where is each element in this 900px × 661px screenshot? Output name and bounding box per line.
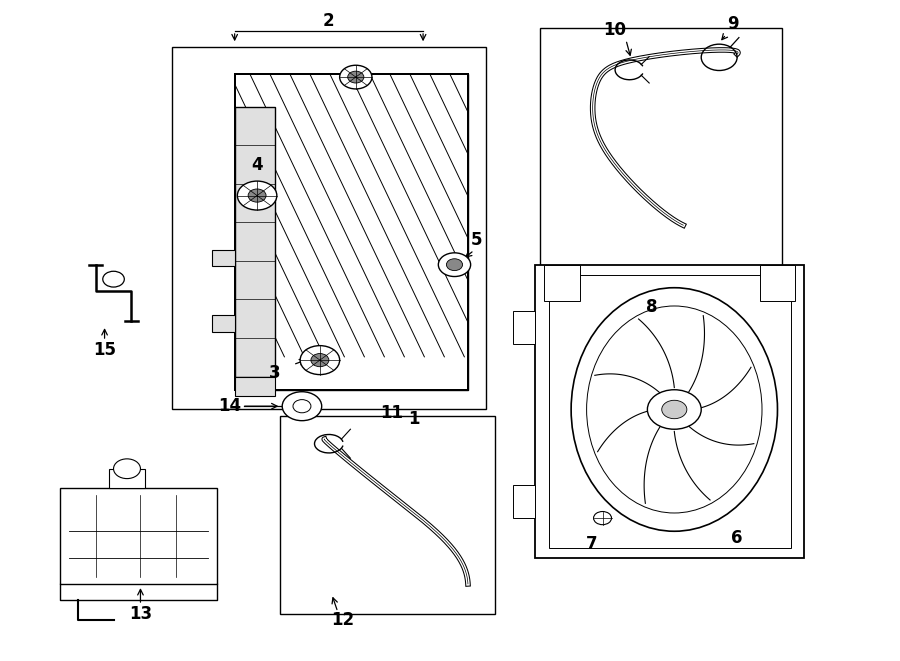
Text: 6: 6 [732, 529, 742, 547]
Text: 14: 14 [219, 397, 242, 415]
Circle shape [301, 346, 339, 375]
Circle shape [103, 271, 124, 287]
Circle shape [647, 390, 701, 429]
Text: 10: 10 [603, 21, 625, 40]
Circle shape [347, 71, 364, 83]
Ellipse shape [572, 288, 778, 531]
Circle shape [594, 512, 611, 525]
Circle shape [283, 392, 321, 420]
Circle shape [339, 65, 372, 89]
Bar [59, 488, 217, 584]
Bar [235, 74, 468, 390]
Circle shape [113, 459, 140, 479]
Text: 7: 7 [586, 535, 598, 553]
Bar [235, 377, 275, 397]
Text: 3: 3 [269, 364, 281, 382]
Circle shape [310, 354, 328, 367]
Circle shape [446, 258, 463, 270]
Text: 12: 12 [331, 611, 354, 629]
Bar [513, 485, 536, 518]
Text: 15: 15 [93, 341, 116, 359]
Text: 5: 5 [472, 231, 482, 249]
Circle shape [438, 253, 471, 276]
Circle shape [662, 401, 687, 418]
Bar [235, 74, 468, 390]
Bar [540, 28, 782, 311]
Bar [513, 311, 536, 344]
Bar [172, 48, 486, 409]
Circle shape [248, 189, 266, 202]
Bar [760, 264, 796, 301]
Bar [235, 74, 468, 390]
Bar [212, 250, 235, 266]
Text: 9: 9 [727, 15, 738, 34]
Bar [235, 106, 275, 377]
Text: 4: 4 [251, 155, 263, 174]
Bar [536, 264, 805, 558]
Text: 8: 8 [646, 299, 658, 317]
Bar [109, 469, 145, 488]
Text: 1: 1 [409, 410, 420, 428]
Bar [212, 315, 235, 332]
Text: 11: 11 [380, 404, 403, 422]
Circle shape [238, 181, 277, 210]
Text: 2: 2 [323, 12, 335, 30]
Bar [544, 264, 580, 301]
Bar [549, 274, 791, 548]
Bar [280, 416, 495, 613]
Text: 13: 13 [129, 605, 152, 623]
